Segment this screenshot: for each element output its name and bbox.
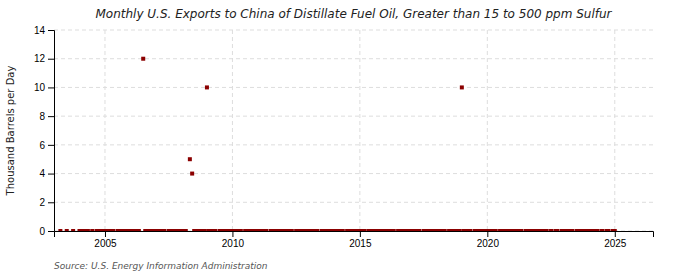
y-axis-line [48, 31, 55, 232]
chart-container: 2005 2010 2015 2020 2025 0 2 4 6 8 10 12 14 Monthly U… [0, 0, 675, 275]
grid-line-x [487, 30, 488, 231]
point [71, 229, 75, 231]
point [341, 229, 345, 231]
y-axis: 0 2 4 6 8 10 12 14 [34, 25, 55, 237]
title: Monthly U.S. Exports to China of Distill… [95, 7, 612, 21]
x-tick: 2015 [349, 231, 372, 249]
x-tick-label: 2010 [222, 238, 245, 249]
point [392, 229, 396, 231]
y-tick: 2 [39, 197, 54, 208]
point [264, 229, 268, 231]
x-tick-mark [360, 231, 361, 237]
x-tick-label: 2005 [94, 238, 117, 249]
y-tick: 8 [39, 111, 54, 122]
grid-line-y [54, 173, 653, 174]
x-tick-label: 2015 [349, 238, 372, 249]
grid-line-x [614, 30, 615, 231]
grid [54, 30, 653, 231]
point [58, 229, 62, 231]
point [213, 229, 217, 231]
point [203, 229, 207, 231]
source-note: Source: U.S. Energy Information Administ… [54, 261, 268, 271]
x-tick-label: 2020 [477, 238, 500, 249]
point [458, 229, 462, 231]
point [184, 229, 188, 231]
grid-line-x [359, 30, 360, 231]
point [417, 229, 421, 231]
y-tick: 4 [39, 168, 54, 179]
point [188, 157, 192, 161]
y-tick: 10 [34, 82, 54, 93]
y-tick-mark [48, 145, 54, 146]
y-axis-title: Thousand Barrels per Day [5, 66, 16, 197]
point [549, 229, 553, 231]
x-axis: 2005 2010 2015 2020 2025 [55, 231, 654, 249]
y-tick-label: 4 [39, 168, 45, 179]
y-tick-mark [48, 116, 54, 117]
grid-line-y [54, 30, 653, 31]
point [111, 229, 115, 231]
x-axis-line [55, 232, 654, 238]
point [613, 229, 617, 231]
grid-line-x [104, 30, 105, 231]
y-tick-mark [48, 30, 54, 31]
point [90, 229, 94, 231]
y-tick-label: 6 [39, 140, 45, 151]
y-tick-mark [48, 87, 54, 88]
y-tick: 0 [39, 226, 54, 237]
y-tick: 12 [34, 53, 54, 64]
y-tick-label: 0 [39, 226, 45, 237]
y-tick-mark [48, 59, 54, 60]
grid-line-y [54, 116, 653, 117]
point [555, 229, 559, 231]
grid-line-y [54, 202, 653, 203]
x-tick-mark [487, 231, 488, 237]
point [600, 229, 604, 231]
y-tick-label: 14 [34, 25, 46, 36]
points [58, 57, 616, 231]
grid-line-y [54, 144, 653, 145]
point [570, 229, 574, 231]
y-tick-mark [48, 202, 54, 203]
grid-line-y [54, 87, 653, 88]
x-tick-label: 2025 [604, 238, 627, 249]
y-tick: 14 [34, 25, 54, 36]
y-tick-label: 12 [34, 53, 46, 64]
x-tick: 2005 [94, 231, 117, 249]
x-tick: 2025 [604, 231, 627, 249]
y-tick-mark [48, 231, 54, 232]
point [205, 85, 209, 89]
y-tick: 6 [39, 140, 54, 151]
x-tick-mark [615, 231, 616, 237]
point [190, 172, 194, 176]
chart-svg: 2005 2010 2015 2020 2025 0 2 4 6 8 10 12 14 Monthly U… [0, 0, 675, 275]
y-tick-label: 10 [34, 82, 46, 93]
y-tick-label: 8 [39, 111, 45, 122]
point [494, 229, 498, 231]
point [86, 229, 90, 231]
x-tick: 2020 [477, 231, 500, 249]
y-tick-mark [48, 174, 54, 175]
point [468, 229, 472, 231]
point [606, 229, 610, 231]
point [65, 229, 69, 231]
point [545, 229, 549, 231]
y-tick-label: 2 [39, 197, 45, 208]
grid-line-x [232, 30, 233, 231]
point [239, 229, 243, 231]
point [519, 229, 523, 231]
point [137, 229, 141, 231]
x-tick-mark [105, 231, 106, 237]
point [460, 85, 464, 89]
point [162, 229, 166, 231]
point [443, 229, 447, 231]
point [315, 229, 319, 231]
point [141, 57, 145, 61]
x-tick: 2010 [222, 231, 245, 249]
point [596, 229, 600, 231]
point [290, 229, 294, 231]
x-tick-mark [232, 231, 233, 237]
point [362, 229, 366, 231]
